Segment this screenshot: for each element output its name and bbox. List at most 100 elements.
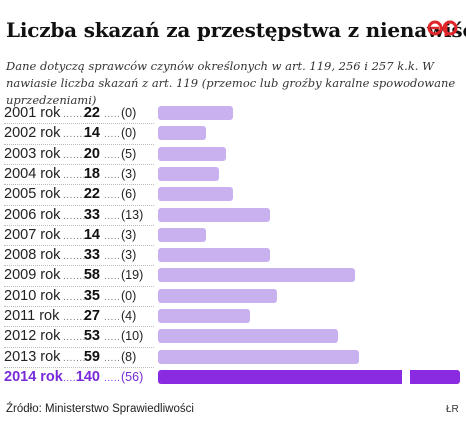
secondary-value-label: (0) <box>121 106 137 120</box>
leader-dots: ....... <box>63 332 86 344</box>
category-label: 2009 rok <box>4 267 61 284</box>
category-label: 2014 rok <box>4 368 63 385</box>
chart-row: 2013 rok....... 59..... (8) <box>0 348 466 368</box>
leader-dots: ....... <box>63 169 86 181</box>
value-label: 22 <box>83 186 100 203</box>
source-note: Źródło: Ministerstwo Sprawiedliwości <box>6 403 194 415</box>
secondary-value-label: (5) <box>121 146 137 161</box>
chart-row: 2010 rok....... 35..... (0) <box>0 287 466 307</box>
leader-dots: ..... <box>104 312 121 323</box>
bar <box>158 268 355 283</box>
secondary-value-label: (6) <box>121 187 137 202</box>
leader-dots: ..... <box>104 251 121 263</box>
leader-dots: ..... <box>104 149 121 161</box>
chart-title: Liczba skazań za przestępstwa z nienawiś… <box>6 18 466 42</box>
row-separator <box>4 366 154 368</box>
secondary-value-label: (19) <box>121 268 144 283</box>
row-separator <box>4 123 154 125</box>
secondary-value-label: (56) <box>121 369 144 384</box>
chart-row: 2008 rok....... 33..... (3) <box>0 246 466 266</box>
category-label: 2013 rok <box>4 348 61 365</box>
secondary-value-label: (8) <box>121 349 137 364</box>
secondary-value-label: (4) <box>121 309 137 323</box>
category-label: 2008 rok <box>4 247 61 264</box>
bar <box>158 146 226 161</box>
bar <box>158 349 359 364</box>
chart-row: 2002 rok....... 14..... (0) <box>0 124 466 144</box>
bar <box>158 126 206 141</box>
row-separator <box>4 285 154 287</box>
value-label: 33 <box>83 206 100 223</box>
leader-dots: ....... <box>63 271 86 283</box>
leader-dots: ..... <box>104 352 121 364</box>
bar <box>158 187 233 202</box>
row-separator <box>4 224 154 226</box>
row-separator <box>4 204 154 206</box>
secondary-value-label: (13) <box>121 207 144 222</box>
row-separator <box>4 265 154 267</box>
value-label: 14 <box>83 125 100 142</box>
bar <box>158 166 219 181</box>
secondary-value-label: (3) <box>121 227 137 242</box>
leader-dots: ....... <box>63 352 86 364</box>
value-label: 58 <box>83 267 100 284</box>
bar <box>158 248 270 263</box>
bar <box>158 207 270 222</box>
leader-dots: ..... <box>104 271 121 283</box>
category-label: 2011 rok <box>4 308 60 324</box>
chart-row: 2006 rok....... 33..... (13) <box>0 206 466 226</box>
chart-row: 2009 rok....... 58..... (19) <box>0 266 466 286</box>
chart-row: 2012 rok....... 53..... (10) <box>0 327 466 347</box>
bar <box>158 329 338 344</box>
publisher-logo <box>427 20 458 36</box>
leader-dots: ..... <box>104 230 121 242</box>
category-label: 2005 rok <box>4 186 61 203</box>
value-label: 18 <box>83 165 100 182</box>
row-separator <box>4 163 154 165</box>
value-label: 14 <box>83 226 100 243</box>
chart-row: 2011 rok....... 27..... (4) <box>0 307 466 327</box>
leader-dots: ....... <box>63 372 86 384</box>
value-label: 33 <box>83 247 100 264</box>
chart-row: 2003 rok....... 20..... (5) <box>0 145 466 165</box>
value-label: 27 <box>83 308 100 324</box>
row-separator <box>4 184 154 186</box>
leader-dots: ....... <box>63 251 86 263</box>
bar <box>158 309 250 323</box>
bar <box>158 369 402 384</box>
top-strip <box>0 0 466 8</box>
value-label: 53 <box>83 328 100 345</box>
row-separator <box>4 306 154 307</box>
value-label: 140 <box>75 368 100 385</box>
category-label: 2002 rok <box>4 125 61 142</box>
author-initials: ŁR <box>446 404 459 415</box>
bar <box>158 227 206 242</box>
category-label: 2012 rok <box>4 328 61 345</box>
row-separator <box>4 326 154 328</box>
leader-dots: ....... <box>63 129 86 141</box>
category-label: 2001 rok <box>4 105 61 121</box>
category-label: 2004 rok <box>4 165 61 182</box>
value-label: 20 <box>83 145 100 162</box>
category-label: 2010 rok <box>4 287 61 304</box>
leader-dots: ..... <box>104 372 121 384</box>
bar-continuation <box>410 369 460 384</box>
secondary-value-label: (0) <box>121 126 137 141</box>
row-separator <box>4 245 154 247</box>
value-label: 35 <box>83 287 100 304</box>
category-label: 2007 rok <box>4 226 61 243</box>
secondary-value-label: (0) <box>121 288 137 303</box>
row-separator <box>4 346 154 348</box>
bar <box>158 288 277 303</box>
chart-area: 2001 rok....... 22..... (0) 2002 rok.......… <box>0 104 466 389</box>
category-label: 2003 rok <box>4 145 61 162</box>
chart-row: 2004 rok....... 18..... (3) <box>0 165 466 185</box>
leader-dots: ..... <box>104 169 121 181</box>
leader-dots: ..... <box>104 190 121 202</box>
secondary-value-label: (3) <box>121 166 137 181</box>
bar <box>158 106 233 120</box>
row-separator <box>4 143 154 145</box>
value-label: 59 <box>83 348 100 365</box>
leader-dots: ....... <box>63 291 86 303</box>
chart-row: 2001 rok....... 22..... (0) <box>0 104 466 124</box>
